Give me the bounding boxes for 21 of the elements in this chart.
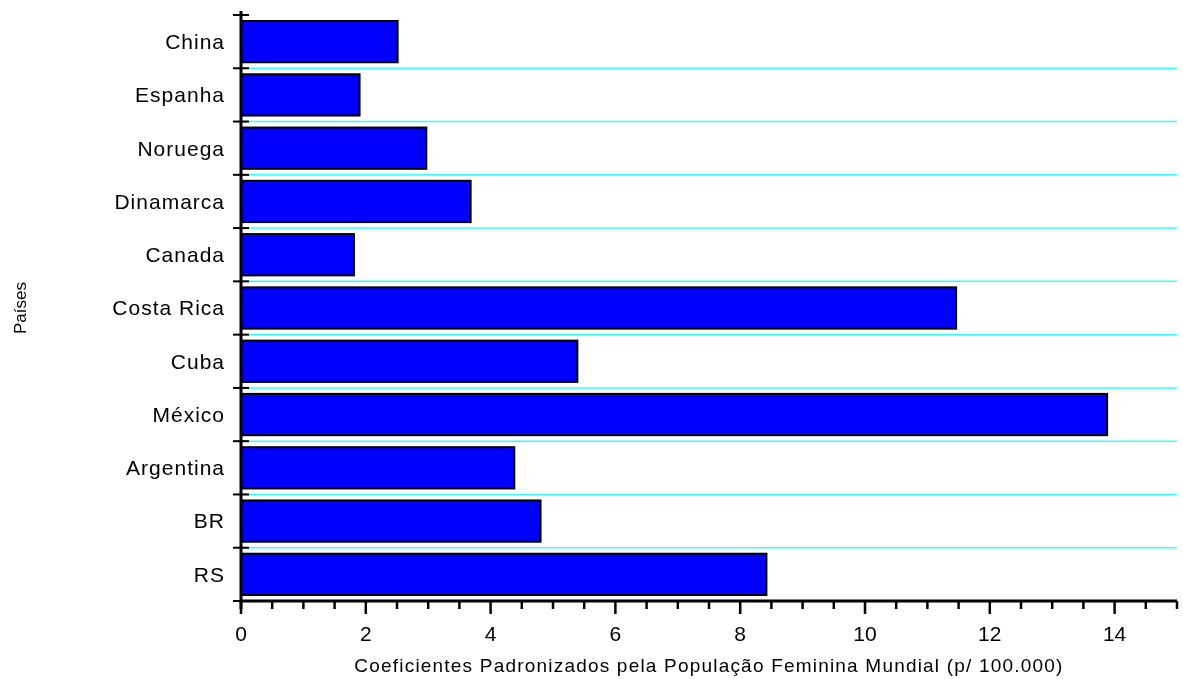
y-tick-label: Espanha bbox=[135, 83, 225, 107]
y-tick-label: Argentina bbox=[126, 456, 225, 480]
x-tick-label: 10 bbox=[853, 622, 877, 645]
x-tick-label: 6 bbox=[609, 622, 622, 645]
y-tick-label: Canada bbox=[145, 243, 225, 267]
y-tick-label: BR bbox=[193, 509, 225, 533]
y-tick-label: Costa Rica bbox=[112, 296, 225, 320]
x-tick-label: 8 bbox=[734, 622, 747, 645]
x-axis-title: Coeficientes Padronizados pela População Feminina Mundial (p/ 100.000) bbox=[354, 655, 1064, 676]
y-tick-label: Noruega bbox=[137, 136, 225, 160]
y-tick-label: China bbox=[165, 29, 225, 53]
x-tick-label: 12 bbox=[978, 622, 1002, 645]
y-tick-label: Cuba bbox=[170, 349, 225, 373]
x-tick-label: 4 bbox=[484, 622, 497, 645]
x-tick-label: 2 bbox=[359, 622, 372, 645]
x-tick-label: 0 bbox=[235, 622, 247, 645]
x-tick-label: 14 bbox=[1102, 622, 1127, 645]
y-axis-title: Países bbox=[11, 282, 30, 334]
y-tick-label: México bbox=[152, 402, 225, 426]
y-tick-label: Dinamarca bbox=[114, 189, 225, 213]
y-tick-label: RS bbox=[193, 562, 225, 586]
